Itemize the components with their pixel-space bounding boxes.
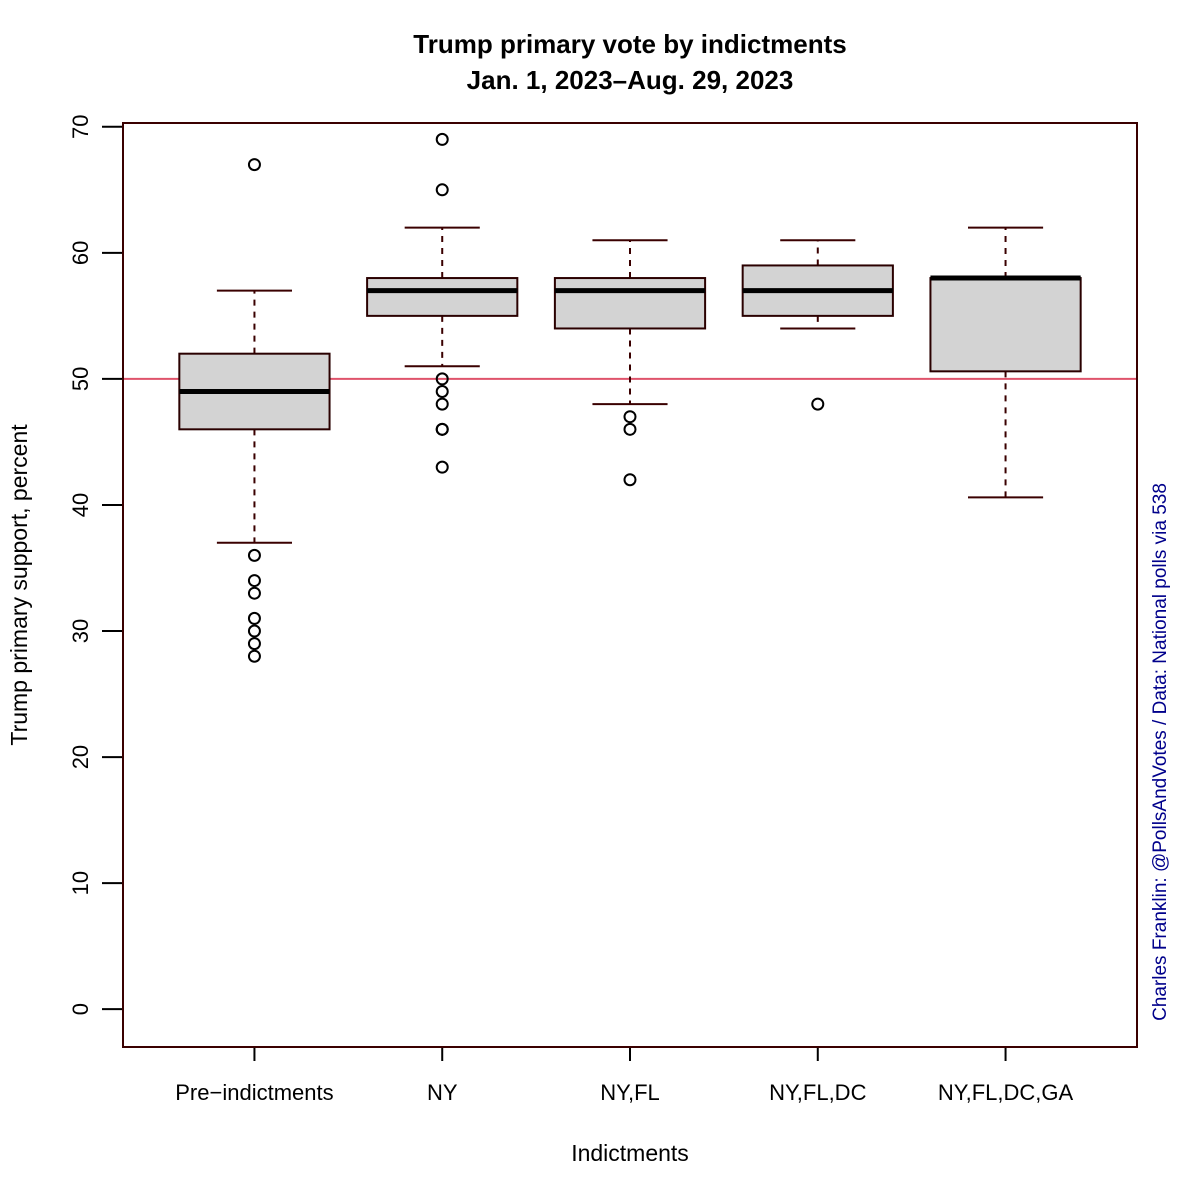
outlier-point [623,410,637,424]
y-tick-label: 30 [68,619,93,643]
outlier-point [811,397,825,411]
x-tick-label: NY,FL [600,1080,660,1105]
y-tick-label: 10 [68,871,93,895]
outlier-point [623,422,637,436]
outlier-point [435,460,449,474]
x-tick-label: NY [427,1080,458,1105]
outlier-point [623,473,637,487]
outlier-point [247,586,261,600]
box [553,277,707,330]
chart-subtitle: Jan. 1, 2023–Aug. 29, 2023 [467,65,794,95]
outlier-point [435,422,449,436]
outlier-point [247,649,261,663]
x-axis-label: Indictments [571,1140,689,1166]
plot-frame [122,122,1138,1048]
chart-title: Trump primary vote by indictments [413,29,846,59]
x-tick-label: NY,FL,DC [769,1080,867,1105]
y-tick-label: 40 [68,493,93,517]
outlier-point [435,385,449,399]
box [366,277,519,317]
credit-text: Charles Franklin: @PollsAndVotes / Data:… [1150,483,1171,1021]
outlier-point [247,637,261,651]
y-axis-label: Trump primary support, percent [6,424,32,746]
outlier-point [247,548,261,562]
outlier-point [435,183,449,197]
y-tick-label: 20 [68,745,93,769]
x-tick-label: NY,FL,DC,GA [938,1080,1074,1105]
box [929,277,1082,373]
y-tick-label: 70 [68,115,93,139]
outlier-point [247,158,261,172]
y-tick-label: 60 [68,241,93,265]
outlier-point [435,132,449,146]
outlier-point [435,372,449,386]
plot-layer: 0 10 20 30 40 50 60 70 Pre−indictments NY NY,FL NY,… [68,115,1138,1105]
outlier-point [247,624,261,638]
y-tick-label: 50 [68,367,93,391]
outlier-point [247,574,261,588]
x-tick-label: Pre−indictments [175,1080,333,1105]
outlier-point [247,611,261,625]
y-tick-label: 0 [68,1003,93,1015]
outlier-point [435,397,449,411]
